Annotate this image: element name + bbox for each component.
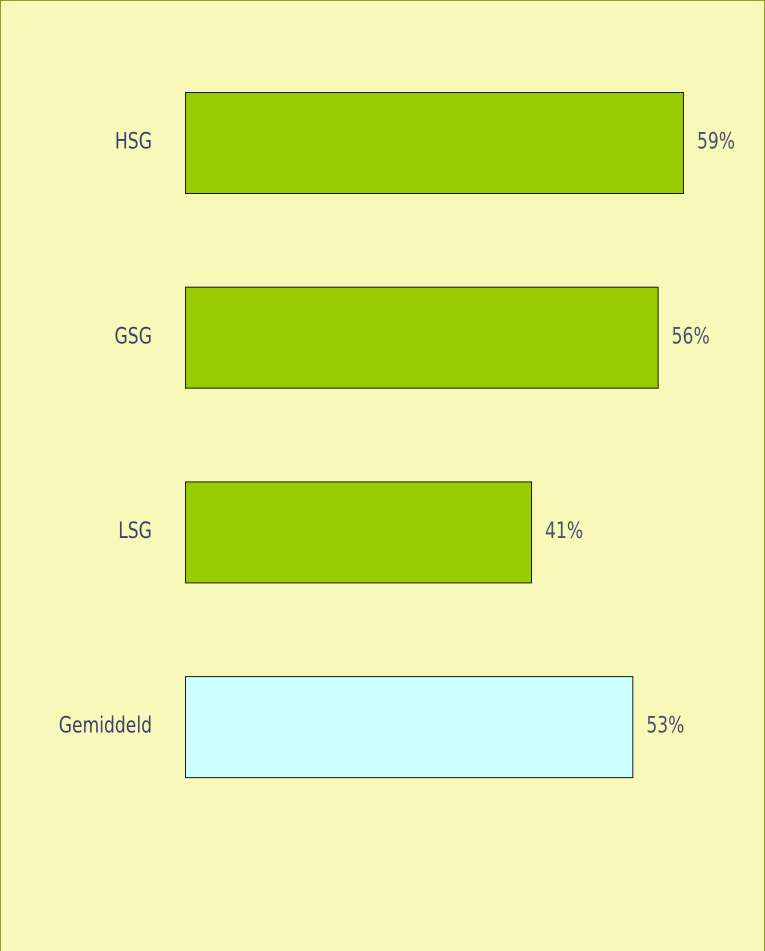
value-label: 59% <box>697 129 735 155</box>
bar <box>185 676 634 779</box>
category-label: Gemiddeld <box>59 713 152 739</box>
value-label: 41% <box>545 518 583 544</box>
category-label: GSG <box>115 323 152 349</box>
bar <box>185 92 684 194</box>
bar <box>185 286 659 389</box>
bar <box>185 481 533 584</box>
category-label: LSG <box>118 518 152 544</box>
category-label: HSG <box>115 129 152 155</box>
value-label: 53% <box>646 713 684 739</box>
value-label: 56% <box>672 323 710 349</box>
